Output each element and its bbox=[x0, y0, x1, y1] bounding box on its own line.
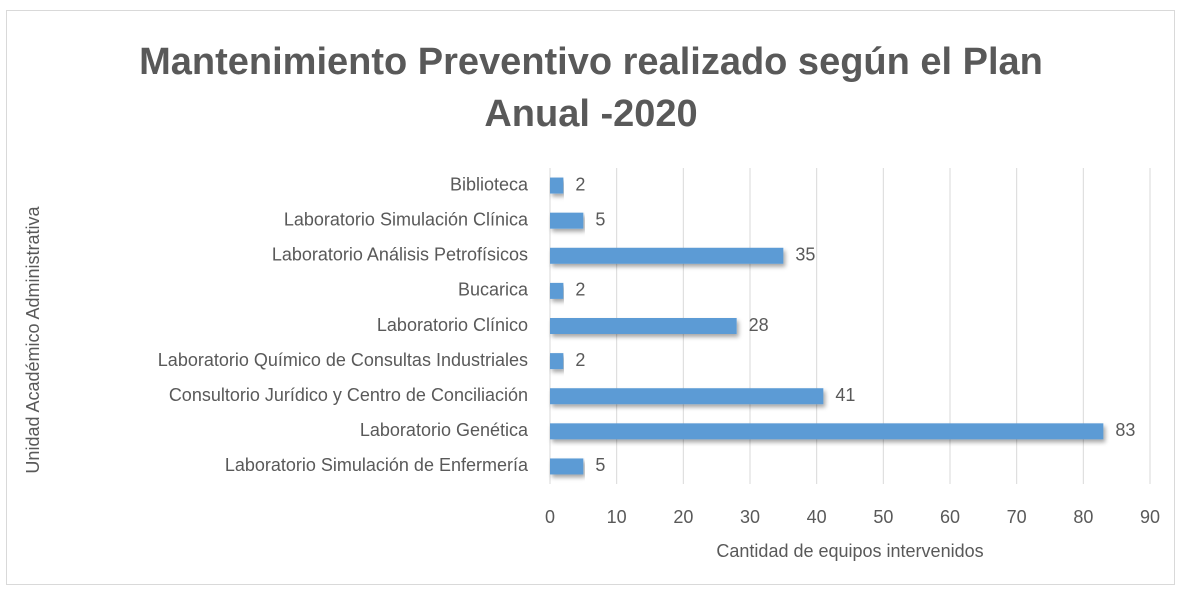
bar bbox=[550, 247, 784, 264]
bar bbox=[550, 318, 737, 334]
bar bbox=[550, 423, 1104, 440]
x-tick-label: 90 bbox=[1140, 507, 1160, 527]
y-tick-label: Laboratorio Clínico bbox=[377, 315, 528, 335]
data-label: 41 bbox=[835, 385, 855, 405]
bar bbox=[550, 458, 584, 475]
y-axis-label: Unidad Académico Administrativa bbox=[23, 205, 43, 473]
y-tick-label: Consultorio Jurídico y Centro de Concili… bbox=[169, 385, 528, 405]
data-label: 5 bbox=[595, 455, 605, 475]
chart-border bbox=[6, 10, 1175, 585]
x-tick-label: 60 bbox=[940, 507, 960, 527]
data-label: 2 bbox=[575, 350, 585, 370]
x-tick-label: 0 bbox=[545, 507, 555, 527]
chart-title: Mantenimiento Preventivo realizado según… bbox=[139, 41, 1043, 135]
x-tick-label: 80 bbox=[1073, 507, 1093, 527]
data-label: 83 bbox=[1115, 420, 1135, 440]
y-tick-label: Laboratorio Simulación de Enfermería bbox=[225, 455, 529, 475]
bar bbox=[550, 388, 824, 405]
y-tick-label: Laboratorio Simulación Clínica bbox=[284, 209, 529, 229]
y-tick-label: Laboratorio Análisis Petrofísicos bbox=[272, 245, 528, 265]
bar bbox=[550, 177, 564, 194]
y-tick-label: Laboratorio Genética bbox=[360, 420, 529, 440]
data-label: 2 bbox=[575, 174, 585, 194]
data-label: 28 bbox=[749, 315, 769, 335]
bar bbox=[550, 212, 584, 229]
y-tick-label: Biblioteca bbox=[450, 174, 529, 194]
y-tick-label: Laboratorio Químico de Consultas Industr… bbox=[158, 350, 528, 370]
data-label: 2 bbox=[575, 280, 585, 300]
data-label: 5 bbox=[595, 209, 605, 229]
x-tick-label: 40 bbox=[807, 507, 827, 527]
x-tick-label: 20 bbox=[673, 507, 693, 527]
x-axis-label: Cantidad de equipos intervenidos bbox=[716, 541, 983, 561]
bar bbox=[550, 353, 564, 370]
data-label: 35 bbox=[795, 245, 815, 265]
x-tick-label: 10 bbox=[607, 507, 627, 527]
y-tick-label: Bucarica bbox=[458, 280, 529, 300]
x-tick-label: 50 bbox=[873, 507, 893, 527]
x-tick-label: 30 bbox=[740, 507, 760, 527]
x-tick-label: 70 bbox=[1007, 507, 1027, 527]
bar bbox=[550, 282, 564, 299]
